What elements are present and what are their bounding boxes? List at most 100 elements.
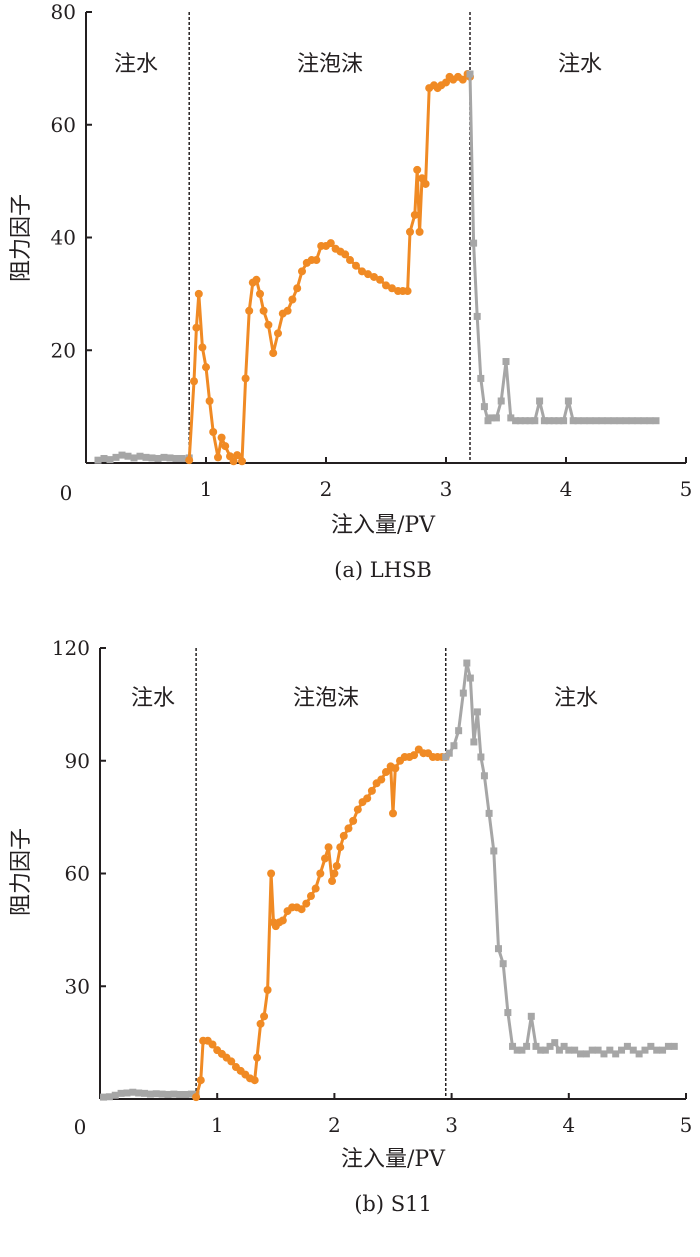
data-point-foam-a [293,284,302,293]
data-point-water-b [577,1050,585,1058]
data-point-water-a [106,456,114,464]
data-point-water-b [546,1042,554,1050]
data-point-water-a [112,453,120,461]
data-point-water-b [509,1042,517,1050]
data-point-foam-b [306,892,315,901]
data-point-foam-b [260,1012,269,1021]
data-point-foam-b [278,916,287,925]
data-point-foam-a [241,374,250,383]
data-point-water-b [466,674,474,682]
data-point-water-a [531,417,539,425]
data-point-water-b [105,1093,113,1101]
data-point-foam-b [324,843,333,852]
data-point-water-b [527,1012,535,1020]
data-point-foam-b [196,1076,205,1085]
data-point-foam-a [346,256,354,265]
series-water-1-b [100,1088,200,1101]
data-point-water-a [564,397,572,405]
data-point-water-a [574,417,582,425]
data-point-foam-b [349,816,358,825]
y-tick-label-b: 120 [52,636,90,660]
data-point-water-a [136,452,144,460]
data-point-water-b [499,960,507,968]
data-point-water-a [586,417,594,425]
data-point-water-b [485,809,493,817]
data-point-water-a [118,451,126,459]
chart-panel-a: 1 2 3 4 5 20 40 60 80 0 注水 注泡沫 注水 阻力因子 注入量/PV (a… [9,0,692,582]
data-point-foam-a [376,275,384,284]
data-point-foam-b [391,764,400,773]
x-tick-label-a: 3 [440,477,453,501]
data-point-water-a [604,417,612,425]
data-point-foam-a [388,284,396,293]
data-point-water-b [187,1090,195,1098]
data-point-foam-b [253,1053,262,1062]
data-point-water-b [532,1042,540,1050]
series-water-3-b [442,659,678,1058]
series-line-foam-b [194,748,446,1098]
data-point-water-b [141,1089,149,1097]
data-point-water-a [94,456,102,464]
caption-b: (b) S11 [354,1192,432,1216]
data-point-water-a [555,417,563,425]
data-point-foam-a [382,281,390,290]
data-point-foam-b [302,899,311,908]
data-point-foam-a [458,75,467,84]
data-point-water-a [580,417,588,425]
data-point-water-a [540,417,548,425]
data-point-foam-a [370,272,378,281]
data-point-water-b [182,1090,190,1098]
data-point-foam-b [227,1057,236,1066]
data-point-foam-b [363,794,372,803]
x-tick-label-b: 4 [562,1113,575,1137]
data-point-water-a [466,70,474,78]
phase-label-water-2-b: 注水 [554,686,598,711]
data-point-foam-b [389,809,397,818]
data-point-foam-a [406,227,414,236]
data-point-water-b [117,1089,125,1097]
phase-label-water-1-b: 注水 [131,686,175,711]
data-point-foam-b [250,1076,259,1085]
data-point-water-b [494,945,502,953]
x-tick-label-b: 2 [328,1113,341,1137]
data-point-foam-a [217,433,226,442]
data-point-water-b [164,1090,172,1098]
data-point-foam-b [336,843,345,852]
data-point-foam-a [205,396,214,405]
data-point-foam-b [332,861,341,870]
x-tick-label-b: 1 [211,1113,224,1137]
data-point-water-b [459,689,467,697]
data-point-foam-a [269,349,278,358]
phase-label-foam-b: 注泡沫 [293,686,359,711]
data-point-water-a [477,374,485,382]
data-point-water-b [170,1090,178,1098]
data-point-foam-a [256,289,264,298]
data-point-foam-a [190,377,198,386]
data-point-water-b [555,1046,563,1054]
data-point-water-a [598,417,606,425]
data-point-water-a [526,417,534,425]
data-point-foam-a [288,295,297,304]
data-point-water-a [497,397,505,405]
y-tick-label-b: 90 [65,749,90,773]
data-point-water-b [594,1046,602,1054]
data-point-foam-b [339,831,348,840]
data-point-foam-a [229,457,238,466]
data-point-water-b [473,708,481,716]
data-point-foam-b [321,854,330,863]
data-point-foam-b [328,877,337,886]
series-line-foam-a [187,72,472,463]
data-point-water-b [647,1042,655,1050]
data-point-foam-a [415,227,424,236]
data-point-foam-a [194,289,203,298]
series-water-3-a [466,70,660,425]
data-point-foam-a [221,442,230,451]
series-line-water-a [468,73,656,423]
data-point-water-b [664,1042,672,1050]
data-point-water-b [504,1009,512,1017]
data-point-water-b [635,1050,643,1058]
data-point-water-b [480,772,488,780]
data-point-foam-a [352,261,360,270]
data-point-water-b [641,1046,649,1054]
data-point-water-a [142,453,150,461]
